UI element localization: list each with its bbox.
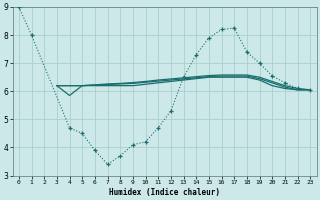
X-axis label: Humidex (Indice chaleur): Humidex (Indice chaleur) <box>109 188 220 197</box>
